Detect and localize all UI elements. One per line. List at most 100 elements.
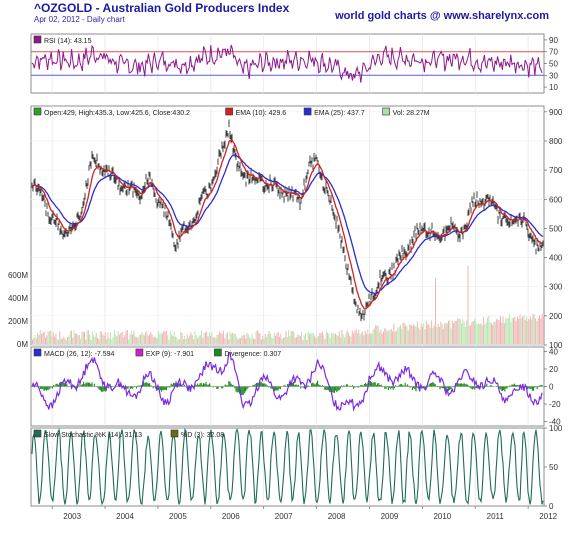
volume-bar: [381, 333, 383, 344]
volume-bar: [195, 335, 197, 344]
legend-swatch: [382, 107, 390, 116]
volume-bar: [51, 336, 53, 344]
x-tick-label: 2003: [63, 512, 81, 521]
volume-bar: [514, 316, 516, 344]
volume-bar: [280, 333, 282, 344]
volume-bar: [95, 332, 97, 344]
volume-bar: [89, 334, 91, 344]
volume-bar: [436, 327, 438, 344]
volume-bar: [264, 333, 266, 344]
volume-bar: [444, 323, 446, 344]
legend-swatch: [170, 429, 179, 438]
volume-bar: [357, 333, 358, 344]
volume-bar: [480, 322, 482, 344]
volume-bar: [272, 338, 274, 344]
volume-bar: [510, 322, 512, 344]
volume-bar: [505, 318, 507, 344]
volume-bar: [318, 336, 319, 344]
ema-10-line: [31, 138, 543, 310]
volume-bar: [132, 334, 134, 344]
volume-bar: [412, 324, 414, 344]
volume-bar: [168, 339, 170, 344]
volume-bar: [440, 321, 442, 344]
price-y-tick-label: 500: [549, 224, 563, 233]
volume-bar: [203, 333, 205, 344]
volume-bar: [350, 336, 352, 344]
volume-bar: [325, 329, 327, 344]
volume-bar: [77, 335, 79, 344]
volume-bar: [463, 321, 465, 344]
volume-bar: [485, 322, 487, 344]
volume-bar: [367, 329, 369, 344]
volume-bar: [462, 319, 464, 344]
volume-bar: [182, 339, 184, 344]
volume-bar: [523, 314, 525, 344]
volume-bar: [45, 337, 46, 344]
volume-bar: [494, 321, 496, 344]
volume-bar: [224, 338, 226, 344]
volume-bar: [321, 331, 323, 344]
volume-bar: [450, 328, 452, 344]
volume-bar: [359, 334, 361, 344]
legend-swatch: [33, 107, 42, 116]
volume-bar: [461, 323, 462, 344]
volume-bar: [453, 322, 455, 344]
volume-bar: [539, 315, 540, 344]
volume-bar: [509, 314, 511, 344]
volume-bar: [124, 334, 126, 344]
rsi-y-tick-label: 50: [549, 60, 558, 69]
volume-bar: [177, 339, 179, 344]
volume-tick-label: 600M: [8, 271, 28, 280]
volume-bar: [240, 338, 241, 344]
volume-bar: [160, 333, 162, 344]
legend-label: EMA (25): 437.7: [314, 110, 365, 117]
volume-bar: [331, 332, 332, 344]
volume-bar: [193, 339, 195, 344]
volume-bar: [225, 333, 227, 344]
legend-label: MACD (26, 12): -7.594: [44, 351, 115, 358]
volume-bar: [234, 333, 236, 344]
volume-bar: [236, 336, 238, 344]
volume-bar: [385, 329, 387, 344]
volume-bar: [43, 331, 45, 344]
volume-bar: [151, 334, 153, 344]
volume-bar: [481, 325, 483, 344]
volume-bar: [414, 325, 416, 344]
x-tick-label: 2009: [381, 512, 399, 521]
volume-bar: [537, 317, 539, 344]
volume-bar: [516, 316, 518, 344]
volume-bar: [97, 338, 98, 344]
volume-bar: [475, 321, 477, 344]
volume-bar: [347, 332, 349, 344]
volume-bar: [466, 320, 468, 344]
legend-label: Open:429, High:435.3, Low:425.6, Close:4…: [44, 110, 190, 117]
volume-bar: [458, 318, 460, 344]
volume-bar: [468, 325, 470, 344]
volume-bar: [67, 337, 69, 344]
price-y-tick-label: 600: [549, 195, 563, 204]
volume-bar: [52, 332, 54, 344]
volume-bar: [302, 339, 304, 344]
volume-bar: [73, 330, 75, 344]
volume-bar: [471, 321, 473, 344]
volume-bar: [201, 330, 202, 344]
volume-bar: [106, 339, 108, 344]
volume-bar: [134, 336, 136, 344]
volume-bar: [394, 331, 396, 344]
volume-bar: [281, 338, 283, 344]
volume-bar: [185, 339, 187, 344]
macd-y-tick-label: 0: [549, 383, 554, 392]
volume-bar: [346, 330, 348, 344]
price-y-tick-label: 100: [549, 341, 563, 350]
volume-bar: [484, 324, 486, 344]
volume-bar: [206, 331, 208, 344]
volume-bar: [58, 339, 59, 344]
volume-bar: [527, 320, 529, 344]
volume-bar: [189, 335, 191, 344]
volume-bar: [146, 330, 148, 344]
volume-bar: [496, 318, 498, 344]
volume-bar: [141, 332, 143, 344]
volume-bar: [158, 331, 160, 344]
volume-bar: [34, 335, 36, 344]
volume-bar: [397, 327, 399, 344]
